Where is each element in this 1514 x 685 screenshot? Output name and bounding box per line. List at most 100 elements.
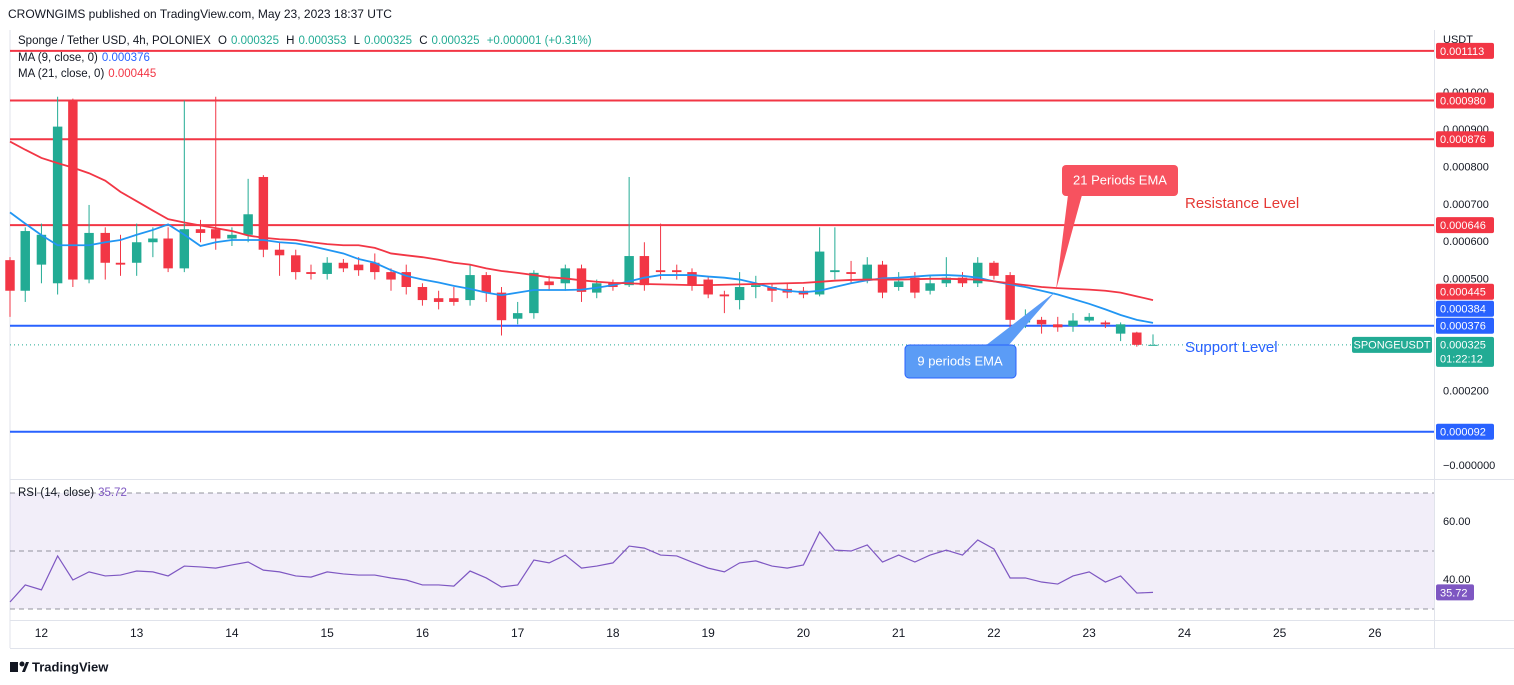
support-label: Support Level bbox=[1185, 339, 1278, 356]
x-tick-label: 25 bbox=[1273, 626, 1287, 640]
rsi-pane: 60.00 40.0035.72 bbox=[9, 492, 1474, 610]
rsi-badge-label: 35.72 bbox=[1440, 587, 1468, 599]
candle-body bbox=[672, 270, 682, 273]
candle-body bbox=[734, 287, 745, 301]
candle-body bbox=[322, 262, 332, 274]
candle-body bbox=[639, 256, 650, 286]
logo-mark bbox=[19, 661, 25, 667]
ohlc-value: 0.000353 bbox=[298, 35, 347, 47]
y-tick-label: 0.000600 bbox=[1443, 236, 1489, 248]
candle-body bbox=[52, 126, 63, 284]
candle-body bbox=[1068, 320, 1078, 327]
ohlc-key: C bbox=[419, 35, 428, 47]
candle-body bbox=[496, 292, 507, 321]
ticks: 0.0010000.0009000.0008000.0007000.000600… bbox=[35, 87, 1496, 640]
ohlc-key: O bbox=[218, 35, 227, 47]
candle-body bbox=[910, 277, 920, 293]
logo-mark bbox=[10, 662, 18, 672]
x-tick-label: 16 bbox=[416, 626, 430, 640]
x-tick-label: 26 bbox=[1368, 626, 1382, 640]
rsi-tick-label: 40.00 bbox=[1443, 574, 1471, 586]
candle-body bbox=[306, 272, 316, 274]
x-tick-label: 18 bbox=[606, 626, 620, 640]
rsi-value: 35.72 bbox=[98, 487, 127, 499]
candle-body bbox=[68, 100, 78, 280]
callout-text: 21 Periods EMA bbox=[1073, 172, 1167, 187]
ma-value: 0.000445 bbox=[108, 68, 157, 80]
candle-body bbox=[767, 287, 777, 291]
candle-body bbox=[719, 294, 730, 297]
ma-lines bbox=[9, 140, 1154, 324]
price-badge-label: 0.000876 bbox=[1440, 134, 1486, 146]
candle-body bbox=[433, 298, 444, 302]
symbol-badge bbox=[1352, 336, 1432, 353]
price-badge-label: 0.000445 bbox=[1440, 287, 1486, 299]
ma-name: MA (9, close, 0) bbox=[18, 52, 98, 64]
ma-line bbox=[9, 140, 1154, 301]
price-badges: 0.000092 0.000325 01:22:12 SPONGEUSDT 0.0003… bbox=[1352, 42, 1494, 440]
callout-text: 9 periods EMA bbox=[917, 353, 1003, 368]
candle-body bbox=[401, 272, 411, 288]
price-badge-label: 0.000384 bbox=[1440, 304, 1486, 316]
candle-body bbox=[36, 234, 47, 265]
candle-body bbox=[862, 264, 872, 280]
candle-body bbox=[20, 231, 30, 291]
x-tick-label: 12 bbox=[35, 626, 49, 640]
x-tick-label: 22 bbox=[987, 626, 1001, 640]
candle-body bbox=[481, 275, 491, 293]
y-tick-label: −0.000000 bbox=[1443, 460, 1495, 472]
candle-body bbox=[163, 238, 173, 269]
candle-body bbox=[941, 277, 952, 284]
price-badge bbox=[1436, 42, 1494, 59]
candle-body bbox=[338, 262, 349, 269]
candle-body bbox=[1100, 322, 1111, 325]
candle-body bbox=[1005, 275, 1015, 320]
candle-body bbox=[925, 283, 935, 291]
price-badge-label: 0.000092 bbox=[1440, 427, 1486, 439]
price-badge bbox=[1436, 283, 1494, 300]
x-tick-label: 23 bbox=[1083, 626, 1097, 640]
y-tick-label: 0.000500 bbox=[1443, 273, 1489, 285]
candle-body bbox=[449, 298, 459, 302]
price-badge-label: 0.000376 bbox=[1440, 321, 1486, 333]
candle-body bbox=[1148, 344, 1158, 346]
candle-body bbox=[465, 275, 475, 301]
price-badge bbox=[1436, 423, 1494, 440]
candle-body bbox=[1084, 316, 1094, 321]
price-badge bbox=[1436, 131, 1494, 148]
candle-body bbox=[560, 268, 571, 284]
candle-body bbox=[258, 176, 269, 250]
ohlc-key: L bbox=[353, 35, 361, 47]
x-tick-label: 17 bbox=[511, 626, 525, 640]
candle-body bbox=[115, 262, 126, 265]
x-tick-label: 14 bbox=[225, 626, 239, 640]
frame bbox=[9, 30, 1514, 649]
change: +0.000001 (+0.31%) bbox=[486, 35, 592, 47]
candle-body bbox=[830, 270, 840, 273]
candle-body bbox=[131, 242, 142, 263]
candle-body bbox=[179, 229, 190, 269]
candle-body bbox=[100, 232, 110, 263]
candle-body bbox=[687, 272, 697, 286]
price-badge bbox=[1436, 300, 1494, 317]
candle-body bbox=[1115, 324, 1126, 334]
candle-body bbox=[814, 251, 825, 295]
callout-pointer bbox=[985, 292, 1055, 346]
ohlc-value: 0.000325 bbox=[431, 35, 480, 47]
callout-box bbox=[904, 344, 1017, 379]
x-tick-label: 13 bbox=[130, 626, 144, 640]
symbol-badge-label: SPONGEUSDT bbox=[1353, 340, 1430, 352]
price-badge-label: 0.000646 bbox=[1440, 220, 1486, 232]
candle-body bbox=[751, 285, 761, 288]
ohlc-value: 0.000325 bbox=[364, 35, 413, 47]
candle-body bbox=[84, 232, 94, 280]
price-badge bbox=[1436, 336, 1494, 367]
rsi-legend: RSI (14, close) 35.72 bbox=[18, 487, 131, 499]
candle-body bbox=[973, 262, 983, 284]
candle-body bbox=[195, 229, 206, 233]
x-tick-label: 15 bbox=[321, 626, 335, 640]
candle-body bbox=[655, 270, 666, 273]
price-badge-label: 0.000980 bbox=[1440, 95, 1486, 107]
logo-text: TradingView bbox=[32, 659, 109, 674]
